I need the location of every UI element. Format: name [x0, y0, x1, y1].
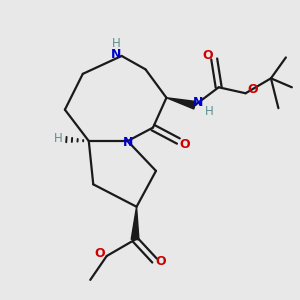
Text: O: O — [202, 50, 213, 62]
Text: O: O — [94, 247, 104, 260]
Text: H: H — [205, 105, 214, 118]
Polygon shape — [167, 98, 196, 109]
Text: N: N — [193, 96, 204, 109]
Text: N: N — [122, 136, 133, 149]
Text: H: H — [54, 132, 62, 145]
Text: O: O — [180, 137, 190, 151]
Text: O: O — [248, 83, 258, 96]
Polygon shape — [131, 207, 139, 240]
Text: O: O — [156, 256, 167, 268]
Text: N: N — [111, 48, 122, 61]
Text: H: H — [112, 37, 121, 50]
